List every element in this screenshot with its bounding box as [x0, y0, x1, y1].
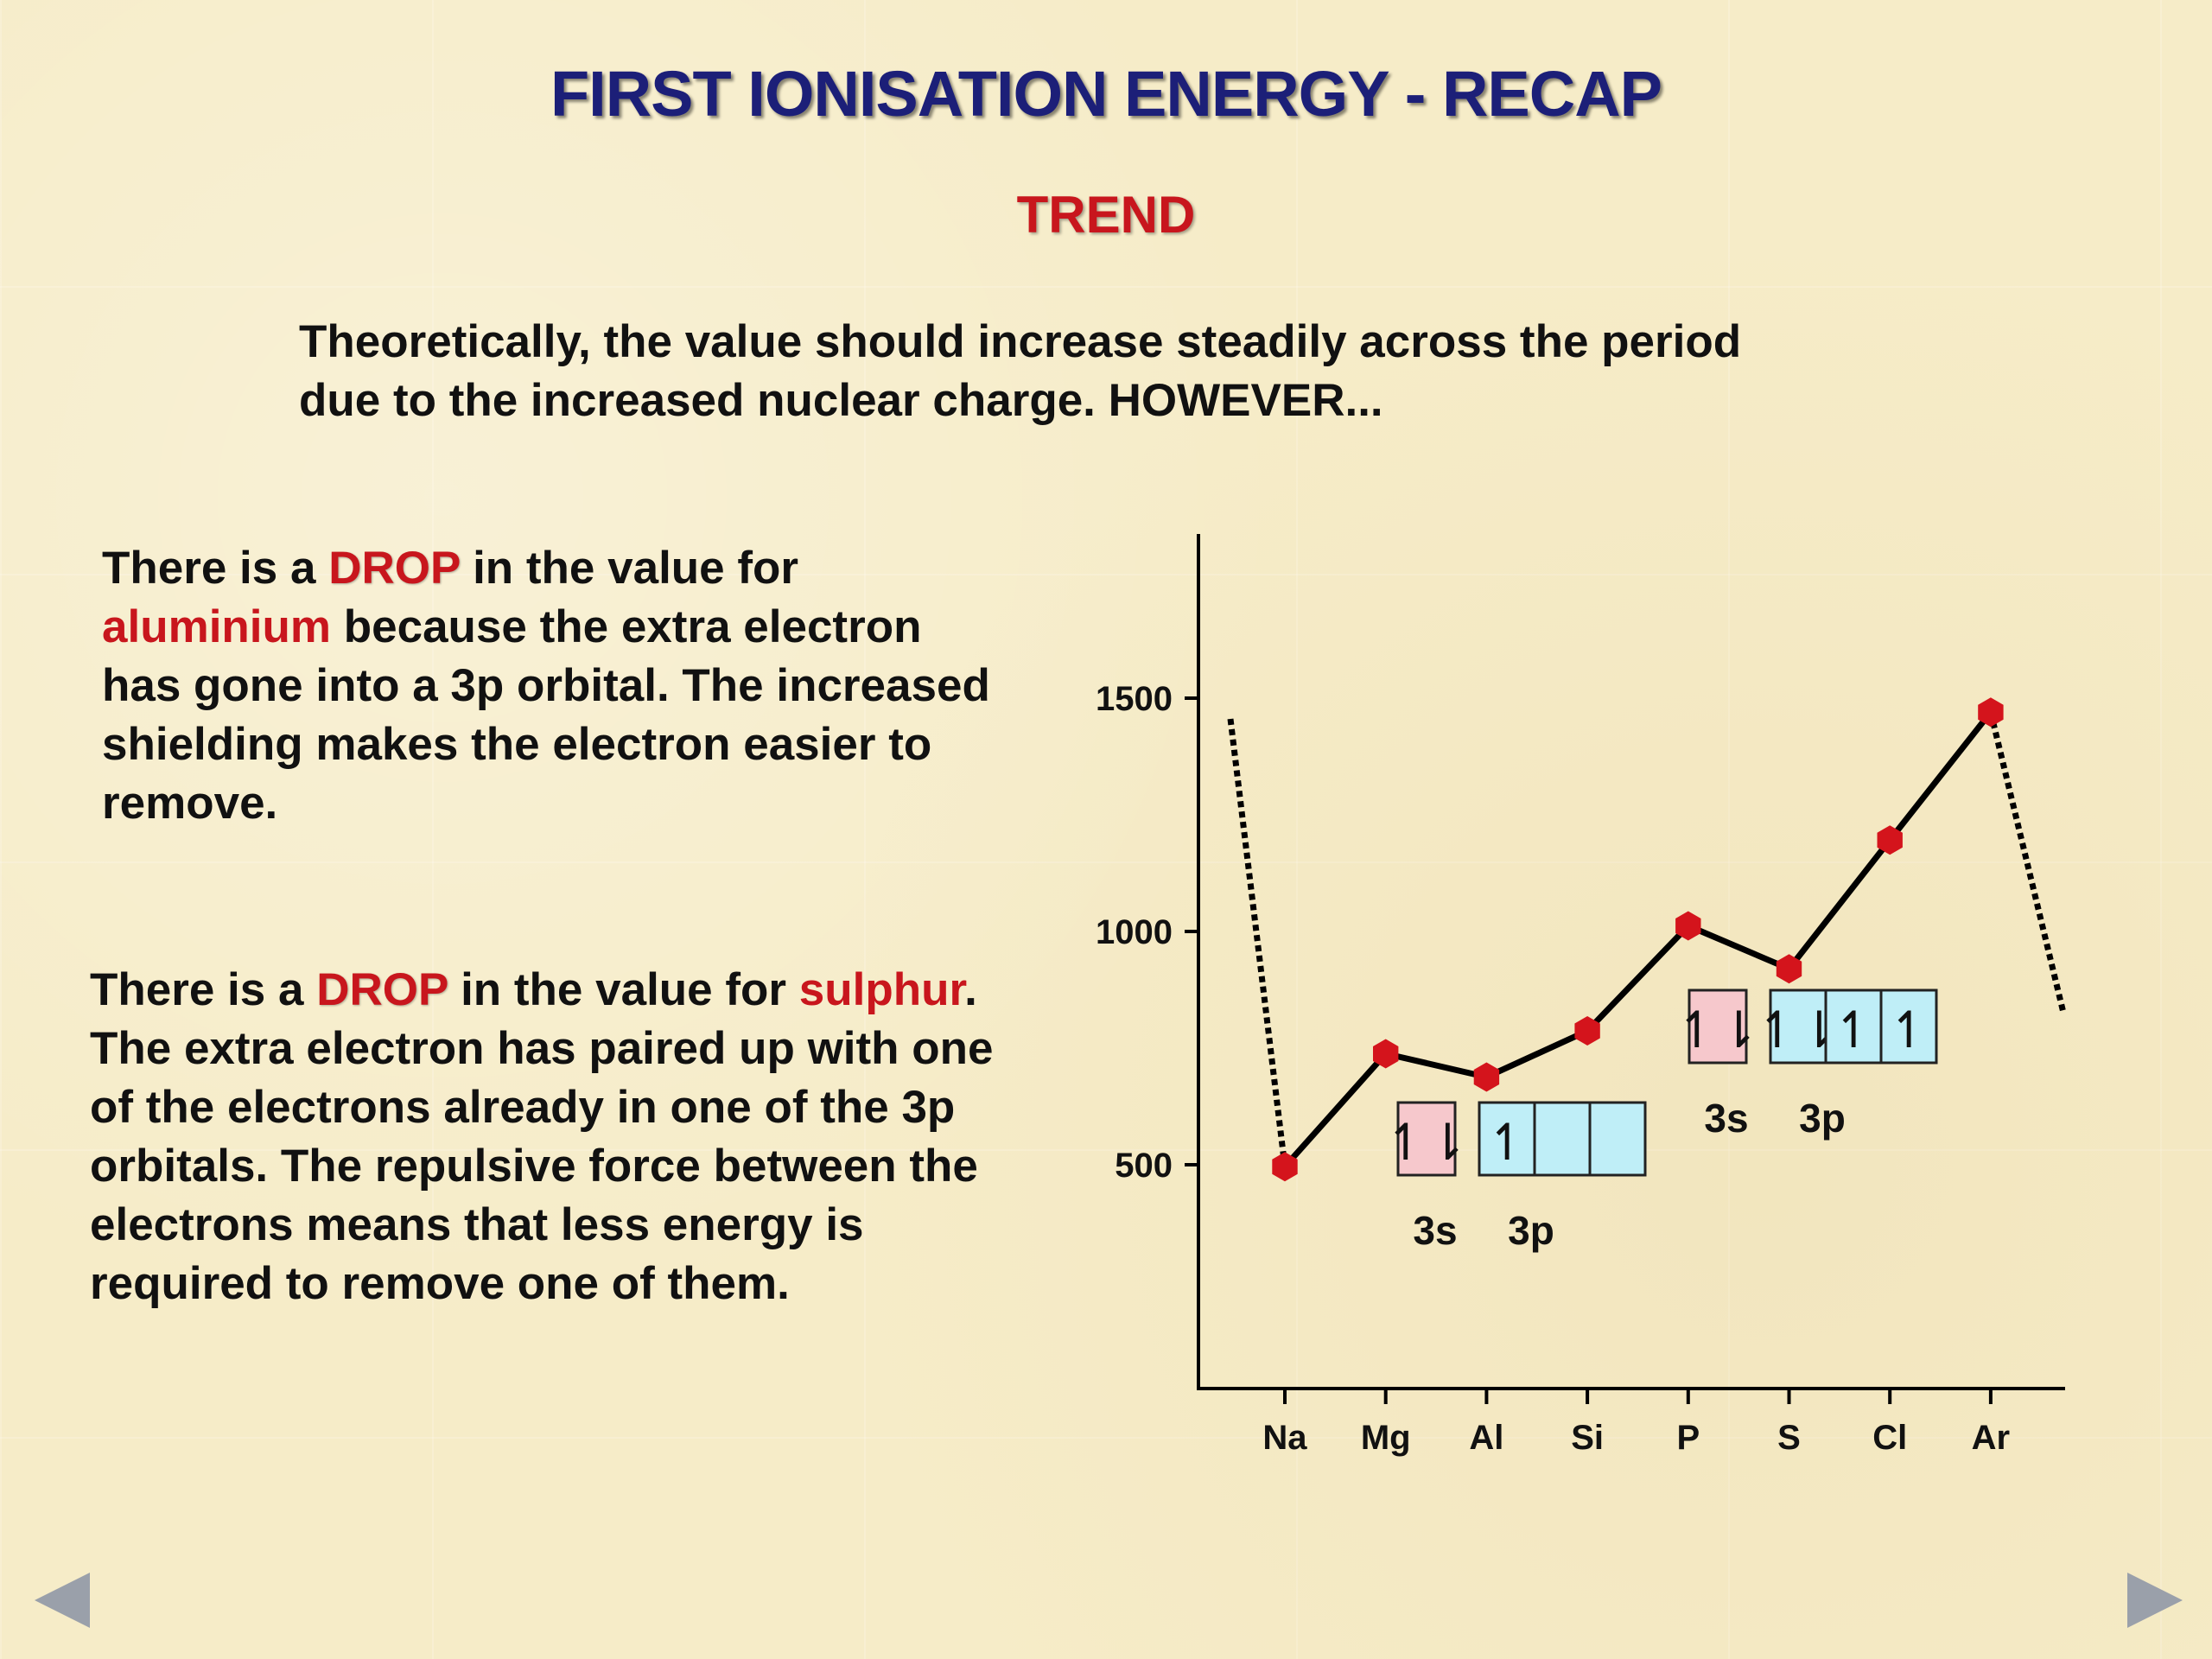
aluminium-config-3p-box-1 [1478, 1101, 1536, 1177]
data-point-al [1473, 1062, 1500, 1092]
aluminium-config-3s-box [1396, 1101, 1457, 1177]
data-point-cl [1877, 825, 1903, 855]
para2-element: sulphur [798, 964, 965, 1015]
aluminium-config-3p-label: 3p [1508, 1208, 1554, 1253]
aluminium-explanation: There is a DROP in the value for alumini… [102, 539, 1009, 833]
y-tick-label-500: 500 [1115, 1147, 1173, 1185]
sulphur-config-3p-box-1 [1769, 988, 1827, 1065]
para1-text-c: because the extra electron has gone into… [102, 601, 990, 829]
next-slide-icon[interactable] [2127, 1573, 2183, 1628]
y-tick-label-1500: 1500 [1096, 680, 1173, 718]
y-tick-label-1000: 1000 [1096, 913, 1173, 951]
para1-drop: DROP [328, 543, 461, 594]
para2-drop: DROP [316, 964, 448, 1015]
series-line [1282, 710, 1993, 1169]
sulphur-config-3p-box-2 [1824, 988, 1883, 1065]
aluminium-config-3p-electrons-1: ↿ [1486, 1113, 1529, 1172]
sulphur-config-3s-box [1688, 988, 1748, 1065]
sulphur-config-3s-label: 3s [1704, 1096, 1748, 1141]
dotted-lead-in [1227, 718, 1288, 1167]
aluminium-config-3s-label: 3s [1413, 1208, 1457, 1253]
x-tick-label-al: Al [1469, 1419, 1503, 1457]
intro-line-2: due to the increased nuclear charge. HOW… [299, 375, 1383, 426]
para2-text-b: in the value for [448, 964, 799, 1015]
dotted-lead-out [1987, 711, 2067, 1014]
data-point-s [1776, 954, 1802, 984]
intro-text: Theoretically, the value should increase… [299, 313, 1941, 430]
sulphur-config-3p-electrons-3: ↿ [1888, 1001, 1930, 1059]
aluminium-config-3p-box-3 [1588, 1101, 1647, 1177]
para2-text-a: There is a [90, 964, 317, 1015]
para2-text-c: . The extra electron has paired up with … [90, 964, 994, 1309]
prev-slide-icon[interactable] [35, 1573, 90, 1628]
data-point-p [1675, 911, 1701, 941]
sulphur-config-3p-electrons-2: ↿ [1833, 1001, 1875, 1059]
data-point-ar [1978, 697, 2004, 728]
sulphur-config-3p-label: 3p [1799, 1096, 1846, 1141]
page-title: FIRST IONISATION ENERGY - RECAP [550, 58, 1662, 130]
para1-element: aluminium [102, 601, 332, 652]
x-tick-label-s: S [1777, 1419, 1801, 1457]
sulphur-explanation: There is a DROP in the value for sulphur… [90, 961, 1006, 1313]
para1-text-a: There is a [102, 543, 329, 594]
x-tick-label-p: P [1676, 1419, 1700, 1457]
page-subtitle: TREND [1016, 186, 1196, 244]
x-tick-label-na: Na [1262, 1419, 1307, 1457]
x-tick-label-cl: Cl [1872, 1419, 1907, 1457]
para1-text-b: in the value for [460, 543, 799, 594]
sulphur-config-3p-box-3 [1879, 988, 1938, 1065]
data-point-na [1272, 1152, 1298, 1182]
data-point-si [1574, 1016, 1600, 1046]
x-tick-label-mg: Mg [1361, 1419, 1411, 1457]
aluminium-config-3p-box-2 [1533, 1101, 1592, 1177]
sulphur-config-3s-electrons: ↿⇂ [1675, 1001, 1759, 1059]
x-tick-label-si: Si [1571, 1419, 1604, 1457]
intro-line-1: Theoretically, the value should increase… [299, 316, 1742, 367]
aluminium-config-3s-electrons: ↿⇂ [1384, 1113, 1468, 1172]
x-tick-label-ar: Ar [1972, 1419, 2010, 1457]
data-point-mg [1373, 1039, 1399, 1069]
